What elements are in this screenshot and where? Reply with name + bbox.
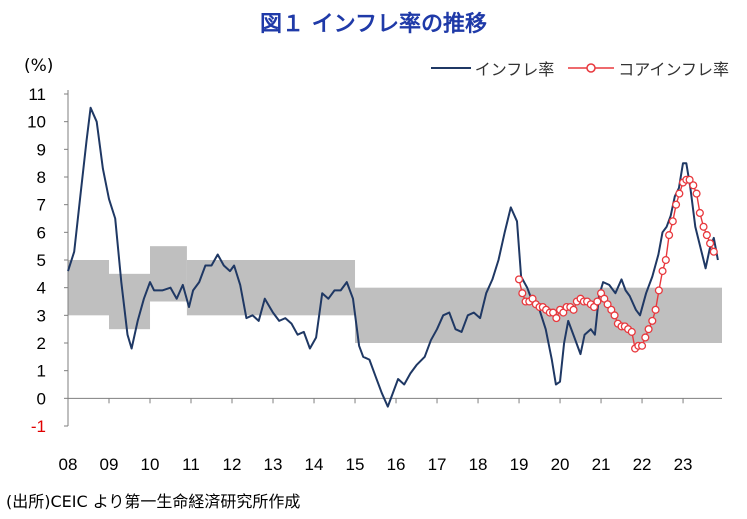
series-1-point-38 (644, 325, 653, 334)
legend-label-core-inflation: コアインフレ率 (618, 60, 729, 79)
series-1-point-43 (661, 255, 670, 265)
y-tick-label-8: 7 (37, 196, 46, 215)
series-1-point-52 (692, 189, 701, 198)
target-band-segment-2 (150, 246, 187, 302)
series-1-point-53 (695, 208, 704, 218)
series-1-point-46 (672, 200, 681, 209)
legend-item-inflation: インフレ率 (430, 56, 555, 80)
y-axis-unit-label: (%) (24, 56, 54, 76)
y-tick-label-4: 3 (37, 306, 46, 325)
series-1-point-40 (651, 305, 660, 314)
legend-line-core-inflation-icon (568, 63, 615, 73)
x-tick-label-3: 11 (182, 455, 200, 474)
y-tick-label-11: 10 (27, 113, 46, 132)
x-tick-label-5: 13 (264, 455, 283, 474)
series-1-point-16 (569, 305, 578, 314)
series-1-point-57 (709, 247, 718, 256)
series-1-point-0 (514, 275, 524, 284)
legend-line-inflation-icon (430, 67, 471, 69)
x-tick-label-7: 15 (346, 455, 365, 474)
x-tick-label-12: 20 (551, 455, 570, 474)
x-tick-label-11: 19 (510, 455, 529, 474)
target-band-segment-4 (355, 287, 722, 343)
y-tick-label-7: 6 (37, 223, 46, 242)
target-band-segment-3 (186, 260, 356, 316)
y-tick-label-9: 8 (37, 168, 46, 187)
y-tick-label-1: 0 (37, 389, 46, 408)
series-line-0 (67, 106, 719, 408)
x-tick-label-6: 14 (305, 455, 324, 474)
x-tick-label-15: 23 (674, 455, 693, 474)
x-tick-label-13: 21 (592, 455, 611, 474)
y-tick-label-12: 11 (28, 85, 46, 104)
legend-item-core-inflation: コアインフレ率 (568, 56, 729, 80)
x-tick-label-2: 10 (141, 455, 160, 474)
x-tick-label-8: 16 (387, 455, 406, 474)
series-1-point-55 (702, 231, 711, 240)
y-tick-label-3: 2 (37, 334, 46, 353)
series-1-point-39 (648, 316, 657, 325)
legend-label-inflation: インフレ率 (474, 60, 555, 79)
target-band-segment-0 (68, 260, 110, 316)
y-tick-label-5: 4 (37, 279, 46, 298)
x-tick-label-14: 22 (633, 455, 652, 474)
series-1-point-41 (654, 286, 663, 295)
series-1-point-42 (658, 267, 667, 276)
x-tick-label-1: 09 (100, 455, 119, 474)
series-1-point-56 (706, 239, 715, 248)
source-note: (出所)CEIC より第一生命経済研究所作成 (6, 492, 301, 511)
x-tick-label-10: 18 (469, 455, 488, 474)
series-1-point-50 (685, 175, 694, 184)
x-tick-label-0: 08 (59, 455, 78, 474)
series-1-point-23 (593, 297, 602, 306)
series-1-point-44 (665, 231, 674, 240)
series-1-point-26 (603, 300, 612, 309)
series-1-point-47 (675, 189, 684, 198)
y-tick-label-6: 5 (37, 251, 46, 270)
y-tick-label-2: 1 (37, 362, 46, 381)
series-1-point-11 (552, 314, 561, 323)
series-1-point-51 (689, 181, 698, 190)
series-1-point-1 (518, 289, 527, 298)
series-1-point-37 (641, 333, 650, 342)
y-tick-label-10: 9 (37, 140, 46, 159)
series-1-point-36 (637, 341, 647, 350)
x-tick-label-9: 17 (428, 455, 447, 474)
x-tick-label-4: 12 (223, 455, 242, 474)
chart-legend: インフレ率 コアインフレ率 (417, 56, 729, 80)
series-1-point-54 (699, 222, 708, 231)
y-tick-label-0: -1 (31, 417, 46, 436)
series-1-point-33 (627, 327, 636, 336)
chart-title: 図１ インフレ率の推移 (260, 12, 487, 37)
series-1-point-28 (610, 311, 619, 320)
series-1-point-45 (668, 217, 677, 226)
